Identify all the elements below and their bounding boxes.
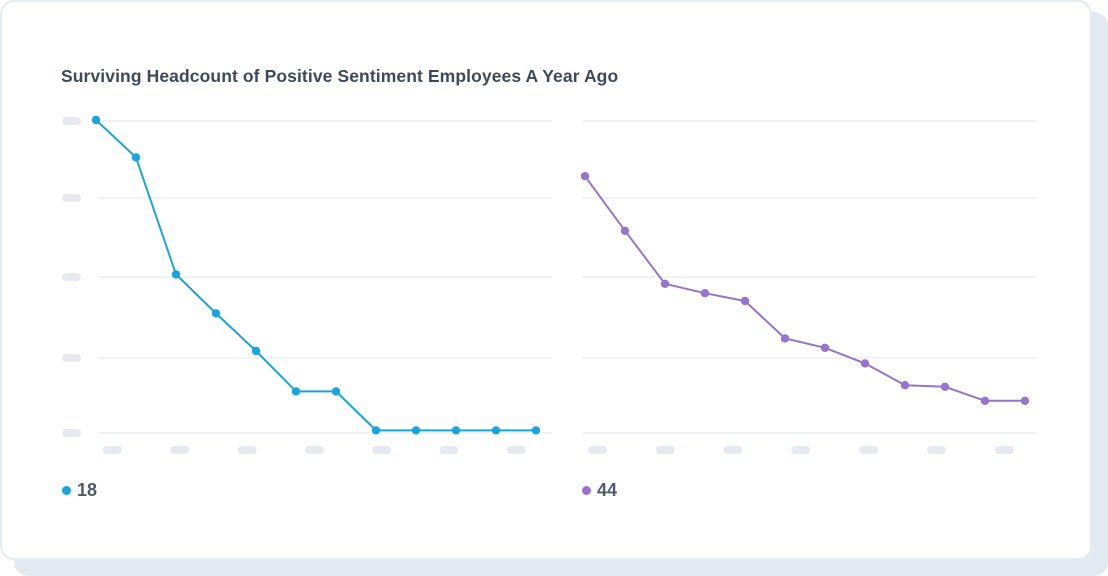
- x-tick-label-placeholder: [439, 446, 459, 454]
- data-point: [620, 226, 630, 235]
- right-line-chart: [580, 120, 1036, 454]
- data-point: [251, 346, 261, 356]
- y-tick-label-placeholder: [62, 117, 81, 125]
- y-tick-label-placeholder: [62, 354, 81, 362]
- data-point: [580, 172, 590, 181]
- x-tick-label-placeholder: [723, 446, 743, 454]
- data-point: [211, 309, 221, 318]
- data-point: [411, 426, 421, 435]
- data-point: [91, 115, 101, 125]
- x-tick-label-placeholder: [170, 446, 190, 454]
- x-tick-label-placeholder: [237, 446, 257, 454]
- data-point: [171, 270, 181, 279]
- y-tick-label-placeholder: [62, 429, 81, 437]
- x-tick-label-placeholder: [655, 446, 675, 454]
- x-tick-label-placeholder: [859, 446, 879, 454]
- x-tick-label-placeholder: [994, 446, 1014, 454]
- series-line: [95, 119, 536, 432]
- x-tick-label-placeholder: [927, 446, 946, 454]
- legend-label-right: 44: [597, 480, 618, 500]
- x-tick-label-placeholder: [791, 446, 811, 454]
- data-point: [491, 426, 501, 435]
- series-line: [584, 175, 1025, 402]
- x-tick-label-placeholder: [372, 446, 392, 454]
- legend-dot-left: [62, 486, 71, 495]
- y-tick-label-placeholder: [62, 273, 81, 281]
- charts-svg: [62, 115, 1036, 454]
- legend-label-left: 18: [77, 480, 98, 500]
- data-point: [780, 334, 790, 343]
- x-tick-label-placeholder: [588, 446, 607, 454]
- y-tick-label-placeholder: [62, 194, 81, 202]
- chart-card: Surviving Headcount of Positive Sentimen…: [0, 0, 1092, 560]
- data-point: [291, 387, 301, 396]
- data-point: [131, 153, 141, 162]
- legend-dot-right: [582, 486, 591, 495]
- data-point: [740, 296, 750, 306]
- data-point: [1020, 396, 1030, 405]
- chart-title: Surviving Headcount of Positive Sentimen…: [61, 66, 619, 86]
- data-point: [980, 396, 990, 405]
- data-point: [700, 289, 710, 298]
- data-point: [371, 426, 381, 435]
- x-tick-label-placeholder: [103, 446, 122, 454]
- data-point: [900, 381, 910, 390]
- x-tick-label-placeholder: [506, 446, 526, 454]
- data-point: [660, 279, 670, 288]
- data-point: [940, 382, 950, 391]
- data-point: [820, 343, 830, 352]
- left-line-chart: [62, 115, 552, 454]
- data-point: [331, 387, 341, 396]
- data-point: [451, 426, 461, 435]
- x-tick-label-placeholder: [304, 446, 324, 454]
- data-point: [860, 359, 870, 368]
- data-point: [531, 426, 541, 435]
- legend-left[interactable]: 18: [62, 480, 97, 501]
- legend-right[interactable]: 44: [582, 480, 617, 501]
